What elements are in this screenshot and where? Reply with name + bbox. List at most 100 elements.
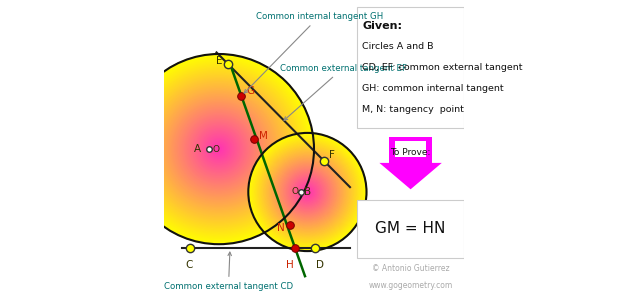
Circle shape — [257, 142, 357, 242]
Circle shape — [192, 122, 246, 176]
Circle shape — [161, 91, 277, 207]
Circle shape — [258, 142, 357, 242]
Circle shape — [286, 171, 329, 213]
Circle shape — [262, 146, 353, 238]
Circle shape — [278, 162, 337, 221]
Circle shape — [276, 161, 338, 223]
Circle shape — [205, 135, 233, 164]
Circle shape — [248, 133, 367, 251]
Circle shape — [130, 60, 308, 238]
Circle shape — [263, 147, 352, 237]
Circle shape — [306, 191, 308, 193]
Circle shape — [182, 112, 256, 186]
Circle shape — [201, 131, 237, 167]
Circle shape — [197, 128, 241, 170]
Text: M: M — [259, 131, 268, 141]
Circle shape — [176, 106, 262, 192]
Circle shape — [183, 113, 254, 185]
Circle shape — [271, 156, 344, 228]
Circle shape — [298, 182, 317, 202]
Circle shape — [282, 167, 332, 217]
Circle shape — [165, 96, 273, 202]
Circle shape — [252, 136, 363, 248]
FancyBboxPatch shape — [395, 141, 426, 157]
Circle shape — [203, 134, 234, 165]
Circle shape — [251, 135, 364, 249]
Circle shape — [269, 154, 345, 230]
Circle shape — [209, 140, 229, 159]
Circle shape — [297, 182, 318, 202]
Circle shape — [274, 159, 340, 225]
Circle shape — [169, 99, 269, 199]
Circle shape — [305, 189, 310, 195]
Circle shape — [271, 155, 344, 229]
Circle shape — [149, 79, 289, 219]
Circle shape — [143, 73, 295, 225]
Circle shape — [268, 152, 347, 232]
Circle shape — [293, 178, 322, 206]
Circle shape — [160, 90, 278, 208]
Circle shape — [217, 147, 221, 152]
Text: www.gogeometry.com: www.gogeometry.com — [369, 280, 453, 290]
Circle shape — [256, 140, 359, 244]
Text: Common internal tangent GH: Common internal tangent GH — [244, 12, 382, 93]
Circle shape — [265, 150, 350, 234]
Circle shape — [306, 190, 309, 194]
Circle shape — [259, 144, 355, 240]
Circle shape — [178, 109, 259, 190]
Circle shape — [125, 55, 313, 243]
Circle shape — [215, 146, 222, 153]
Circle shape — [189, 119, 249, 179]
FancyBboxPatch shape — [357, 200, 464, 258]
Circle shape — [275, 160, 340, 224]
Circle shape — [252, 137, 362, 247]
Circle shape — [254, 138, 361, 246]
Circle shape — [264, 148, 351, 236]
Circle shape — [197, 127, 242, 172]
Circle shape — [180, 110, 258, 188]
Circle shape — [202, 133, 236, 166]
Circle shape — [188, 118, 250, 180]
Circle shape — [259, 143, 356, 241]
Text: Given:: Given: — [362, 21, 402, 31]
Circle shape — [198, 129, 239, 169]
Circle shape — [283, 168, 332, 216]
Circle shape — [292, 176, 323, 208]
Circle shape — [151, 81, 286, 217]
FancyBboxPatch shape — [389, 136, 432, 163]
Circle shape — [210, 141, 227, 158]
Circle shape — [154, 85, 283, 213]
Circle shape — [304, 188, 311, 196]
Circle shape — [290, 175, 325, 209]
Text: GH: common internal tangent: GH: common internal tangent — [362, 84, 504, 93]
Circle shape — [195, 125, 242, 173]
Circle shape — [214, 144, 224, 154]
Circle shape — [255, 140, 360, 244]
Text: F: F — [328, 150, 335, 160]
Circle shape — [288, 173, 327, 211]
Circle shape — [260, 145, 355, 239]
Circle shape — [162, 92, 276, 206]
Circle shape — [279, 163, 336, 221]
Circle shape — [153, 84, 284, 214]
Circle shape — [168, 98, 270, 200]
Circle shape — [300, 184, 315, 200]
Circle shape — [303, 188, 312, 196]
Text: O: O — [213, 145, 220, 154]
Circle shape — [175, 105, 263, 193]
Circle shape — [218, 148, 220, 150]
Circle shape — [170, 100, 268, 198]
Circle shape — [281, 165, 334, 219]
Circle shape — [190, 121, 247, 178]
Circle shape — [139, 70, 298, 229]
Circle shape — [137, 67, 301, 231]
Circle shape — [186, 116, 252, 182]
Circle shape — [185, 115, 253, 184]
Circle shape — [212, 142, 226, 156]
Circle shape — [173, 103, 265, 196]
Text: O: O — [292, 188, 299, 196]
Circle shape — [124, 54, 314, 244]
Circle shape — [146, 76, 291, 222]
Circle shape — [206, 136, 232, 162]
Circle shape — [153, 82, 286, 216]
